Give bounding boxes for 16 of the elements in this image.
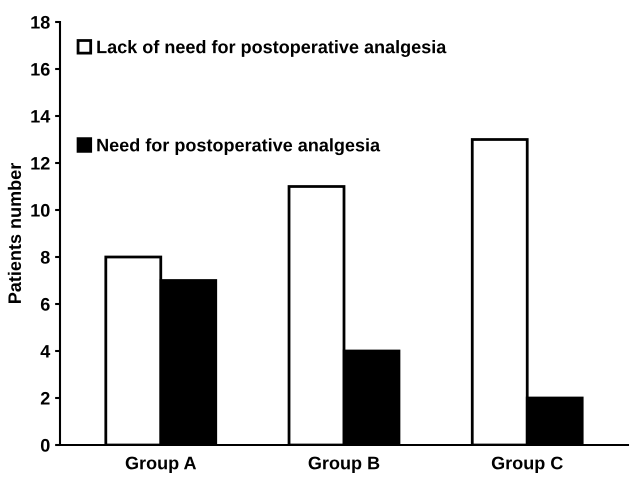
y-tick-label: 0: [40, 438, 50, 452]
legend-label: Need for postoperative analgesia: [97, 138, 380, 156]
y-tick-label: 4: [40, 345, 50, 358]
y-tick-label: 6: [40, 298, 50, 311]
legend-label: Lack of need for postoperative analgesia: [97, 40, 446, 57]
y-tick-label: 14: [31, 110, 50, 123]
y-tick-label: 16: [31, 62, 50, 76]
y-tick-label: 10: [31, 204, 50, 217]
y-tick-label: 8: [40, 250, 50, 264]
y-tick-label: 2: [40, 392, 50, 405]
x-tick-label: Group B: [308, 456, 380, 473]
x-tick-label: Group A: [126, 456, 196, 473]
y-tick-label: 18: [31, 16, 50, 29]
y-axis-title: Patients number: [8, 163, 22, 304]
y-tick-label: 12: [31, 156, 50, 170]
x-tick-label: Group C: [492, 456, 563, 473]
